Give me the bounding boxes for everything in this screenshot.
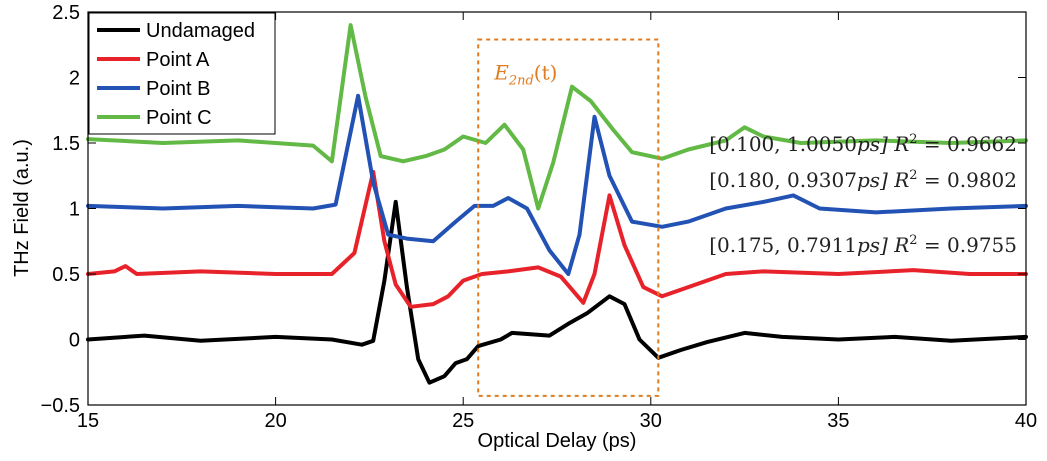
fit-annotation-2: [0.175, 0.7911ps] R2 = 0.9755 (709, 233, 1017, 257)
series-layer (86, 23, 1028, 385)
fit-annotation-1: [0.180, 0.9307ps] R2 = 0.9802 (709, 168, 1017, 192)
x-tick-label: 25 (452, 410, 474, 432)
x-axis-label: Optical Delay (ps) (478, 430, 637, 452)
x-axis-ticks: 15 20 25 30 35 40 (77, 12, 1037, 432)
x-tick-label: 15 (77, 410, 99, 432)
legend: Undamaged Point A Point B Point C (88, 12, 276, 135)
analysis-window-box (477, 38, 660, 397)
x-tick-label: 30 (640, 410, 662, 432)
y-tick-label: 2.5 (52, 2, 80, 24)
legend-label-3: Point C (146, 107, 212, 129)
y-tick-label: 0.5 (52, 264, 80, 286)
y-tick-label: 0 (69, 330, 80, 352)
y-tick-label: −0.5 (41, 395, 80, 417)
legend-label-0: Undamaged (146, 20, 255, 42)
y-axis-label: THz Field (a.u.) (11, 139, 33, 277)
series-line-3 (86, 23, 1028, 211)
series-line-1 (86, 169, 1028, 309)
y-axis-ticks: −0.5 0 0.5 1 1.5 2 2.5 (41, 2, 1026, 417)
y-tick-label: 1 (69, 199, 80, 221)
x-tick-label: 35 (827, 410, 849, 432)
fit-annotations: [0.100, 1.0050ps] R2 = 0.9662 [0.180, 0.9… (709, 132, 1017, 257)
y-tick-label: 1.5 (52, 133, 80, 155)
legend-items: Undamaged Point A Point B Point C (97, 20, 255, 129)
window-label-main: E (493, 61, 509, 85)
series-line-2 (86, 93, 1028, 276)
fit-annotation-0: [0.100, 1.0050ps] R2 = 0.9662 (709, 132, 1017, 156)
series-line-0 (86, 199, 1028, 385)
y-tick-label: 2 (69, 68, 80, 90)
x-tick-label: 40 (1015, 410, 1037, 432)
window-label-argument: (t) (534, 61, 558, 85)
analysis-window-label: E2nd(t) (493, 61, 557, 89)
legend-box (88, 12, 276, 135)
legend-label-2: Point B (146, 78, 210, 100)
legend-label-1: Point A (146, 49, 210, 71)
x-tick-label: 20 (264, 410, 286, 432)
window-label-subscript: 2nd (508, 74, 534, 89)
